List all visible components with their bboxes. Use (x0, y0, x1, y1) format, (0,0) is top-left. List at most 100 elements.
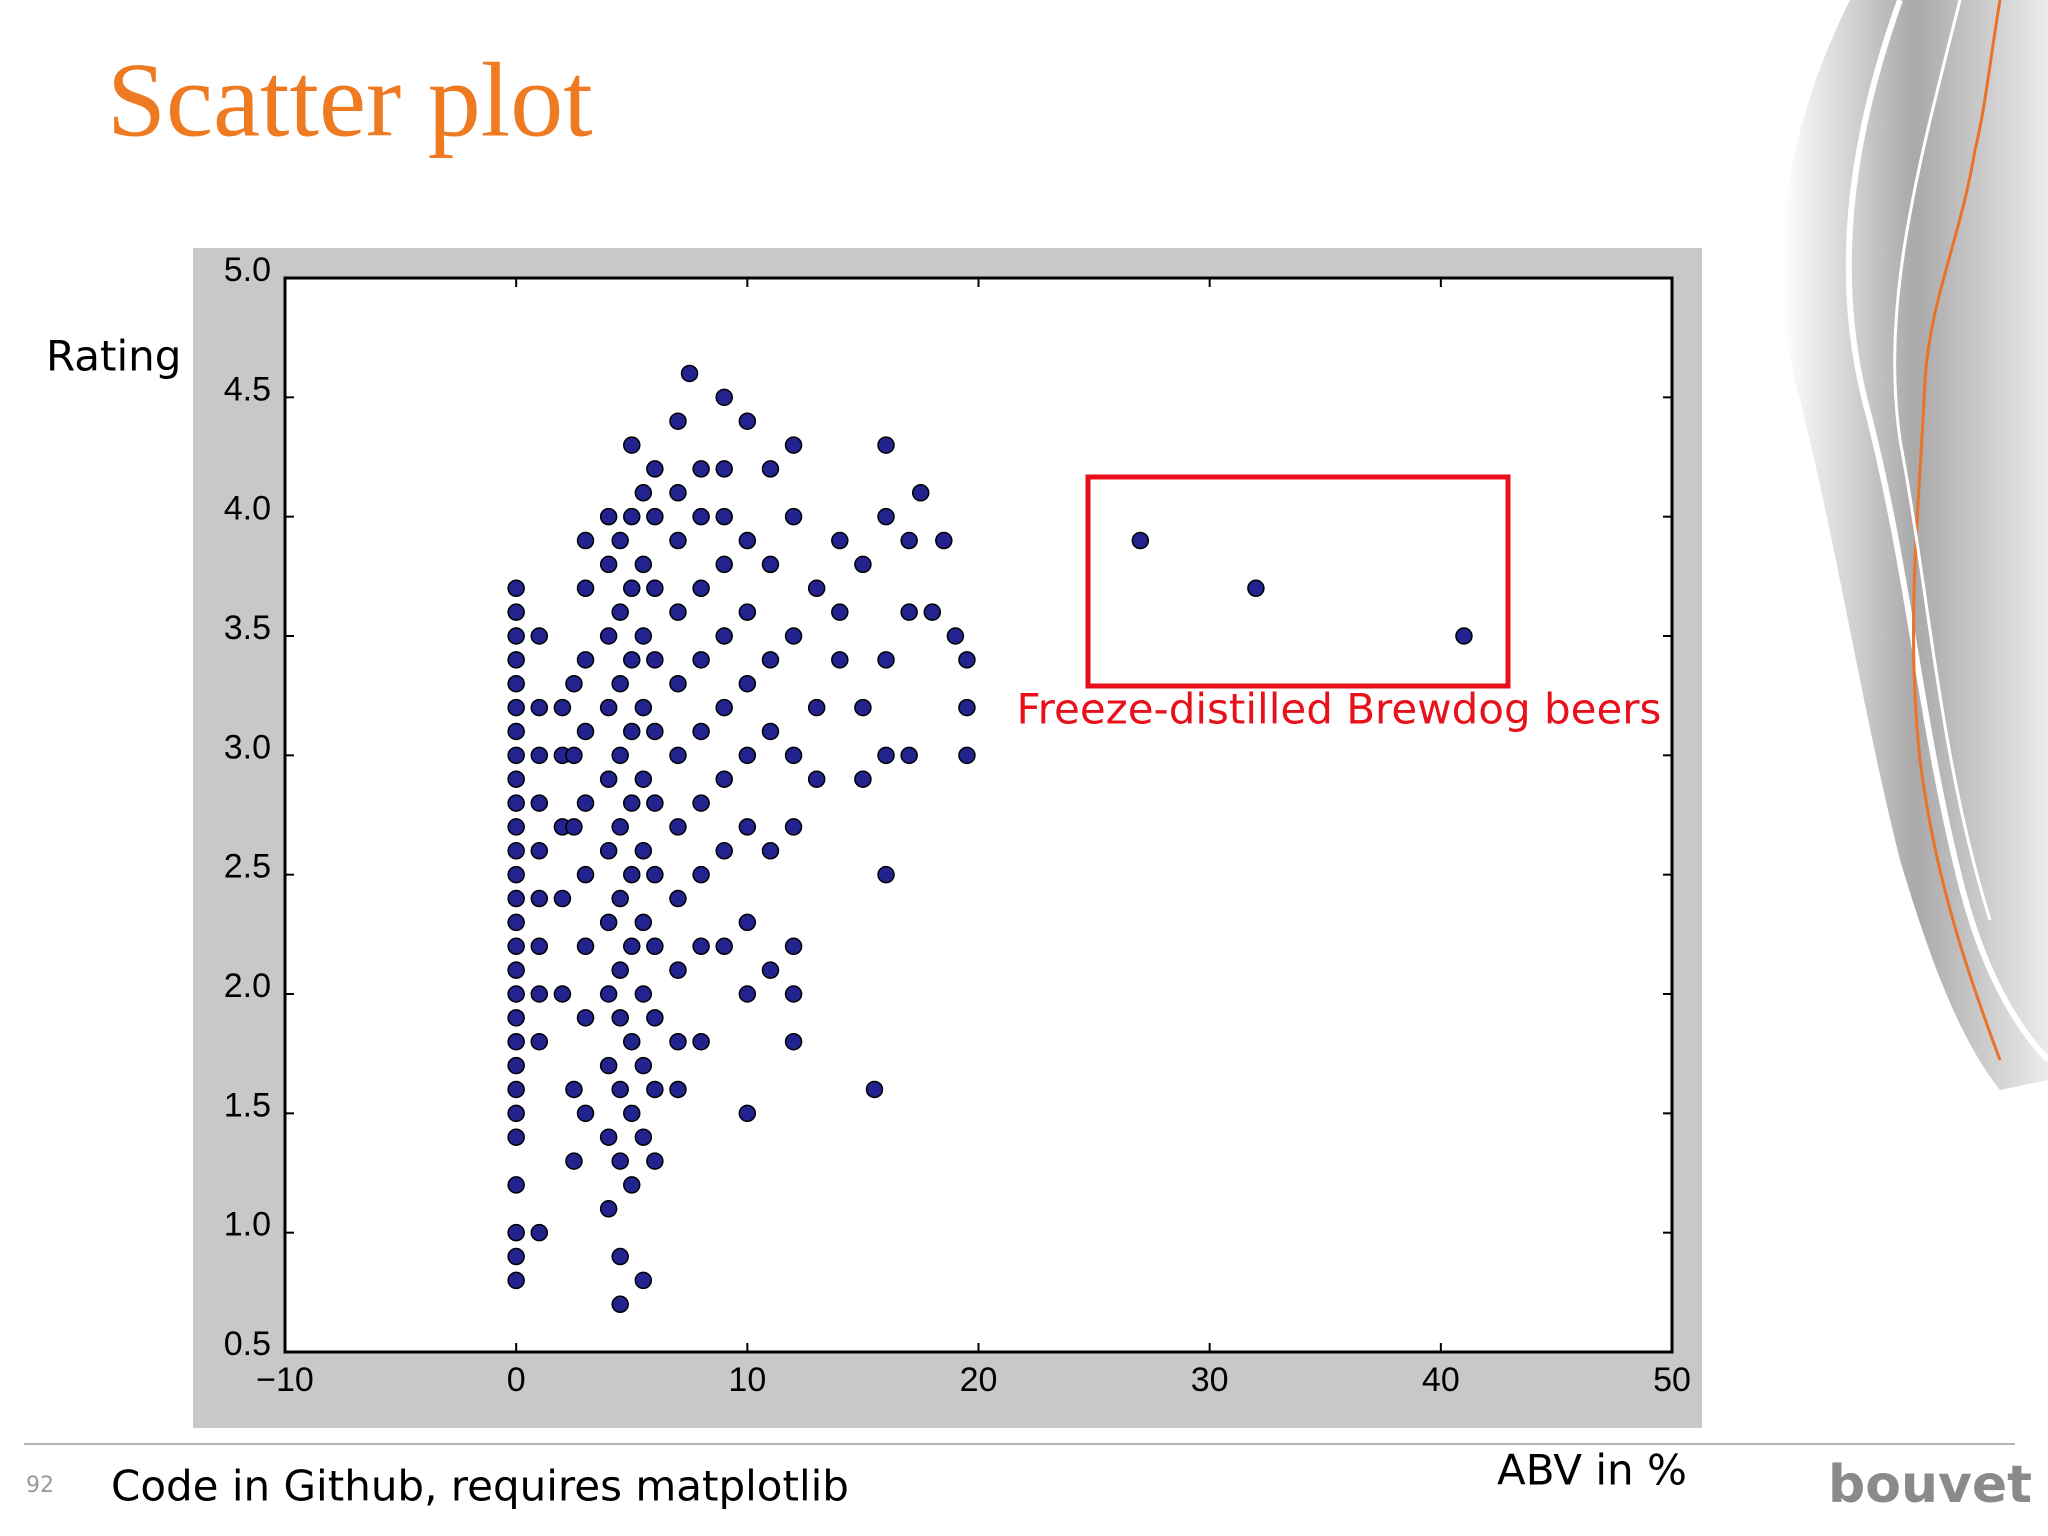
point (623, 436, 641, 454)
point (738, 818, 757, 836)
point (831, 603, 849, 621)
point (669, 603, 687, 621)
annotation-box (1085, 474, 1511, 689)
point (646, 1080, 664, 1099)
point (611, 1152, 629, 1170)
point (565, 1080, 583, 1099)
point (715, 388, 733, 407)
point (599, 842, 618, 860)
point (715, 770, 733, 788)
point (761, 722, 780, 741)
point (669, 889, 687, 908)
point (611, 1009, 629, 1027)
point (854, 555, 872, 574)
point (623, 722, 641, 741)
point (692, 865, 710, 884)
point (611, 531, 629, 550)
y-tick-label: 2.0 (224, 967, 271, 1005)
point (634, 1128, 653, 1146)
point (784, 818, 803, 836)
point (565, 1152, 583, 1170)
point (669, 674, 687, 693)
x-tick-label: 10 (728, 1361, 766, 1399)
point (807, 579, 826, 598)
point (507, 698, 525, 717)
point (669, 531, 687, 550)
point (576, 651, 595, 669)
point (784, 746, 803, 765)
y-tick-label: 3.5 (224, 609, 271, 647)
point (599, 770, 618, 788)
point (738, 603, 757, 621)
point (507, 937, 525, 956)
point (611, 1247, 629, 1266)
point (623, 507, 641, 526)
point (507, 1247, 525, 1266)
point (738, 531, 757, 550)
point (900, 531, 918, 550)
point (738, 985, 757, 1003)
x-axis-label: ABV in % (1497, 1446, 1687, 1495)
point (507, 722, 525, 741)
point (530, 842, 549, 860)
point (877, 746, 895, 765)
point (623, 651, 641, 669)
point (576, 1104, 595, 1123)
point (623, 865, 641, 884)
point (634, 698, 653, 717)
x-tick-label: 20 (960, 1361, 998, 1399)
point (784, 436, 803, 454)
y-tick-label: 0.5 (224, 1325, 271, 1363)
point (553, 985, 572, 1003)
point (692, 1032, 710, 1051)
point (599, 555, 618, 574)
point (623, 579, 641, 598)
point (507, 579, 525, 598)
point (634, 1056, 653, 1075)
point (646, 937, 664, 956)
point (877, 651, 895, 669)
point (599, 507, 618, 526)
point (623, 1104, 641, 1123)
point (507, 1032, 525, 1051)
point (761, 460, 780, 478)
point (553, 889, 572, 908)
point (507, 794, 525, 812)
point (669, 1032, 687, 1051)
point (761, 555, 780, 574)
point (784, 507, 803, 526)
point (507, 603, 525, 621)
point (1131, 531, 1150, 550)
point (761, 961, 780, 979)
point (877, 507, 895, 526)
point (715, 842, 733, 860)
point (599, 913, 618, 932)
point (923, 603, 942, 621)
point (553, 698, 572, 717)
point (646, 579, 664, 598)
point (807, 698, 826, 717)
point (900, 746, 918, 765)
point (692, 794, 710, 812)
point (865, 1080, 884, 1099)
point (611, 1295, 629, 1314)
point (507, 961, 525, 979)
point (692, 507, 710, 526)
point (784, 937, 803, 956)
point (634, 985, 653, 1003)
point (831, 651, 849, 669)
point (669, 412, 687, 430)
decoration (1781, 0, 2048, 1090)
point (599, 698, 618, 717)
point (530, 698, 549, 717)
point (599, 985, 618, 1003)
point (692, 651, 710, 669)
y-tick-label: 1.5 (224, 1086, 271, 1124)
point (958, 746, 976, 765)
point (784, 985, 803, 1003)
point (669, 746, 687, 765)
x-tick-label: 40 (1422, 1361, 1460, 1399)
point (911, 484, 930, 502)
annotation: Freeze-distilled Brewdog beers (1017, 685, 1662, 734)
point (634, 1271, 653, 1290)
